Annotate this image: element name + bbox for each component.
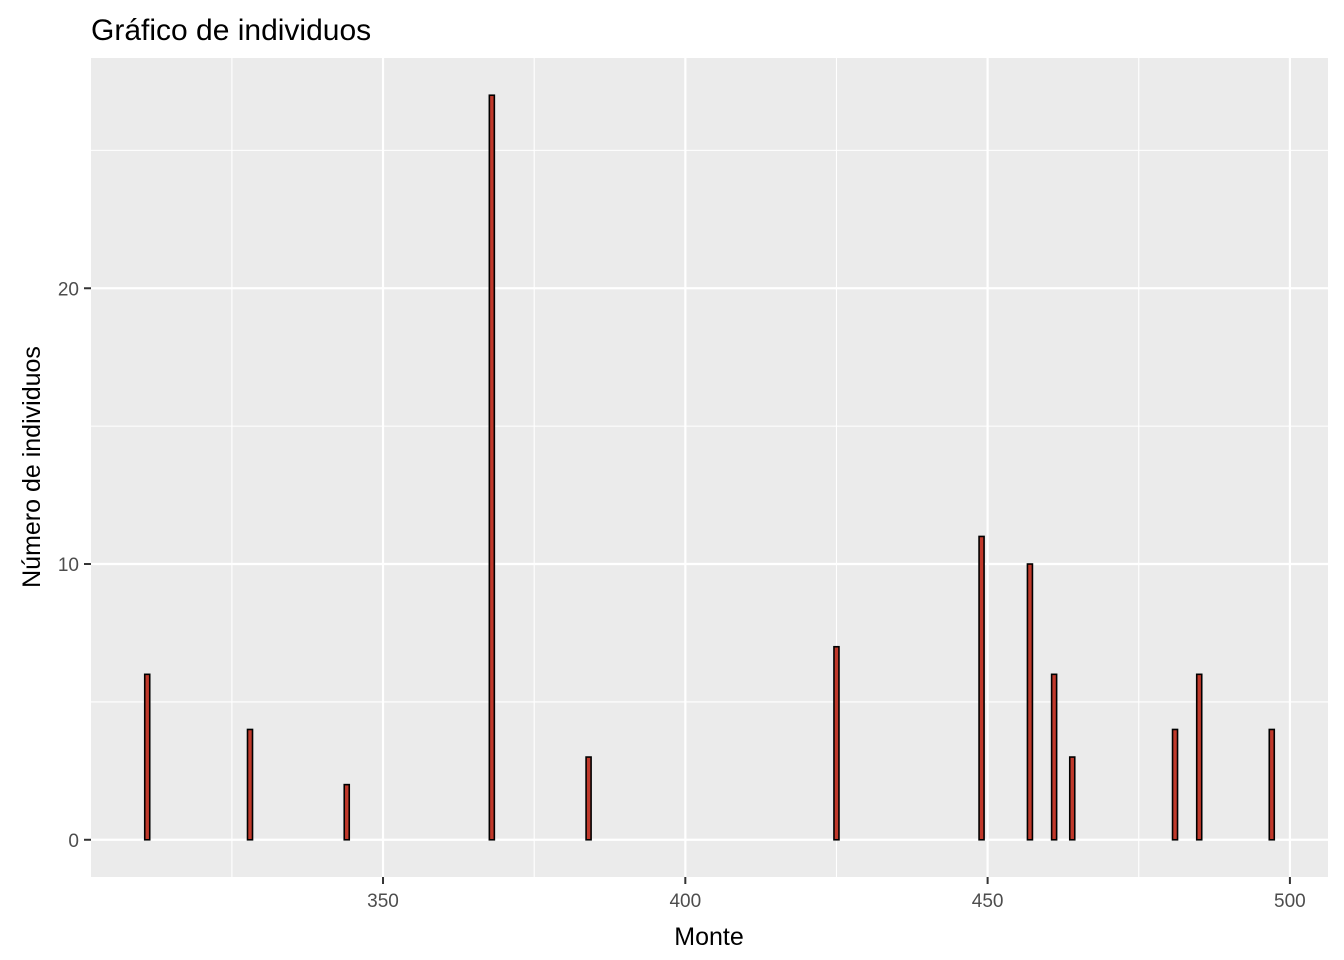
x-tick-label: 450 <box>972 891 1004 912</box>
chart-title: Gráfico de individuos <box>91 14 371 47</box>
plot-panel <box>91 58 1328 877</box>
bars <box>143 94 1276 841</box>
bar <box>246 728 254 841</box>
y-axis: 0 10 20 <box>58 279 91 852</box>
x-tick-label: 400 <box>669 891 701 912</box>
bar <box>1171 728 1179 841</box>
bar <box>833 645 840 841</box>
bar <box>143 673 151 841</box>
bar <box>343 783 351 841</box>
x-axis-title: Monte <box>674 923 743 951</box>
bar <box>1050 673 1058 841</box>
bar <box>1268 728 1276 841</box>
bar <box>978 535 985 841</box>
y-tick-label: 0 <box>68 831 79 852</box>
bar <box>1068 756 1076 841</box>
bar <box>1026 563 1034 841</box>
bar <box>1195 673 1203 841</box>
x-tick-label: 350 <box>367 891 399 912</box>
minor-gridlines <box>91 58 1328 877</box>
y-tick-label: 20 <box>58 279 79 300</box>
y-tick-label: 10 <box>58 555 79 576</box>
x-axis: 350 400 450 500 <box>367 877 1306 912</box>
major-gridlines <box>91 58 1328 877</box>
bar <box>585 756 592 841</box>
x-tick-label: 500 <box>1274 891 1306 912</box>
y-axis-title: Número de individuos <box>18 346 46 588</box>
bar <box>488 94 496 841</box>
